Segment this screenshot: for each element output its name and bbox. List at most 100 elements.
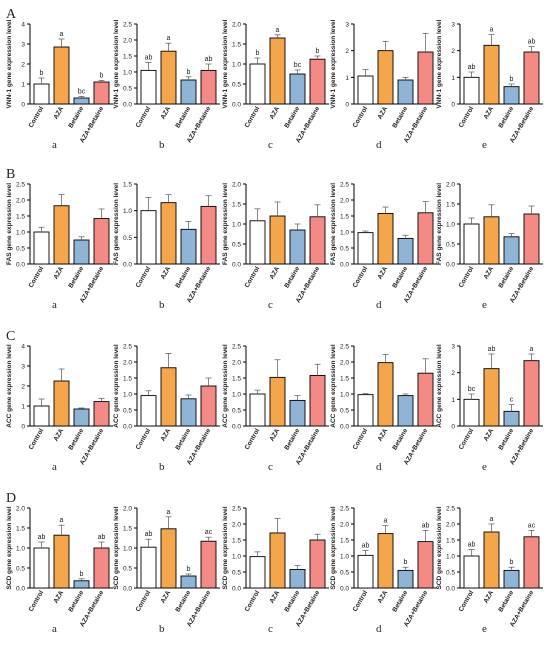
y-axis-title: VNN-1 gene expression level (6, 19, 13, 108)
bar-AZA (269, 215, 286, 265)
row-letter-C: C (6, 329, 15, 344)
y-tick-label: 0.5 (232, 570, 241, 577)
y-axis-title: ACC gene expression level (330, 344, 337, 428)
bar-AZA+Betaine (200, 540, 217, 589)
bar-AZA+Betaine (523, 360, 540, 427)
bar-AZA+Betaine (309, 58, 326, 105)
y-tick-label: 1.5 (446, 538, 455, 545)
x-category-label: Betaine (283, 427, 301, 451)
bar-AZA+Betaine (417, 372, 434, 427)
sub-label: a (52, 461, 57, 473)
y-tick-label: 1.0 (340, 554, 349, 561)
x-category-label: Betaine (67, 427, 85, 451)
x-category-label: Control (244, 589, 262, 613)
x-category-label: AZA (52, 427, 65, 442)
x-category-label: Control (28, 589, 46, 613)
significance-letter: bc (78, 88, 86, 95)
y-tick-label: 0.0 (340, 424, 349, 431)
bar-Control (463, 76, 480, 105)
bar-Control (140, 395, 157, 427)
x-category-label: Betaine (391, 589, 409, 613)
bar-Betaine (180, 575, 197, 589)
y-axis-title: FAS gene expression level (222, 183, 229, 265)
x-category-label: Control (28, 265, 46, 289)
x-category-label: Betaine (391, 265, 409, 289)
bar-Control (357, 554, 374, 589)
significance-letter: ab (205, 56, 213, 63)
x-category-label: Control (135, 427, 153, 451)
bar-AZA+Betaine (93, 218, 110, 265)
bar-Control (463, 555, 480, 589)
y-tick-label: 1.0 (232, 392, 241, 399)
bar-Betaine (180, 79, 197, 105)
y-tick-label: 0.5 (123, 408, 132, 415)
x-category-label: Control (458, 105, 476, 129)
y-axis-title: FAS gene expression level (6, 183, 13, 265)
sub-label: b (159, 461, 165, 473)
y-tick-label: 0.0 (232, 424, 241, 431)
bar-AZA (377, 50, 394, 105)
x-category-label: Betaine (497, 427, 515, 451)
y-tick-label: 2.0 (16, 506, 25, 513)
sub-label: d (376, 139, 382, 151)
y-tick-label: 0.0 (123, 586, 132, 593)
bar-Control (33, 547, 50, 589)
bar-Control (249, 63, 266, 105)
y-tick-label: 0.0 (232, 262, 241, 269)
x-category-label: AZA (268, 105, 281, 120)
x-category-label: Control (244, 105, 262, 129)
y-tick-label: 0.5 (123, 566, 132, 573)
x-category-label: Betaine (67, 589, 85, 613)
subplot-A-d: 0 1 2 3 VNN-1 gene expression level Control AZ… (330, 19, 437, 151)
y-axis-title: ACC gene expression level (113, 344, 120, 428)
x-category-label: AZA (376, 265, 389, 280)
y-tick-label: 0.5 (16, 246, 25, 253)
y-tick-label: 1.5 (232, 42, 241, 49)
x-category-label: AZA (159, 427, 172, 442)
bar-Betaine (397, 569, 414, 589)
y-tick-label: 0.0 (340, 586, 349, 593)
bar-AZA (377, 362, 394, 427)
sub-label: e (482, 299, 487, 311)
x-category-label: Control (352, 265, 370, 289)
y-tick-label: 1 (451, 397, 455, 404)
y-tick-label: 4 (21, 22, 25, 29)
bar-Betaine (397, 395, 414, 427)
bar-AZA (160, 202, 177, 265)
bar-Control (357, 75, 374, 105)
y-tick-label: 2.0 (340, 198, 349, 205)
y-tick-label: 0.0 (123, 424, 132, 431)
x-category-label: Control (135, 265, 153, 289)
bar-Betaine (289, 399, 306, 427)
y-tick-label: 0 (21, 424, 25, 431)
significance-letter: ab (145, 531, 153, 538)
bar-Control (357, 232, 374, 265)
sub-label: a (52, 299, 57, 311)
bar-AZA (53, 46, 70, 105)
y-tick-label: 2 (451, 48, 455, 55)
x-category-label: Betaine (283, 589, 301, 613)
sub-label: d (376, 623, 382, 635)
y-tick-label: 1.5 (232, 376, 241, 383)
y-tick-label: 0.5 (232, 408, 241, 415)
row-letter-D: D (6, 491, 16, 506)
significance-letter: b (187, 69, 191, 76)
bar-AZA+Betaine (93, 81, 110, 105)
x-category-label: Betaine (497, 265, 515, 289)
y-tick-label: 3 (451, 22, 455, 29)
bar-Control (140, 210, 157, 265)
y-tick-label: 0.0 (123, 262, 132, 269)
y-axis-title: SCD gene expression level (436, 506, 443, 589)
bar-Betaine (397, 237, 414, 265)
y-tick-label: 1.0 (340, 230, 349, 237)
x-category-label: AZA (268, 589, 281, 604)
bar-Betaine (503, 410, 520, 427)
y-axis-title: VNN-1 gene expression level (330, 19, 337, 108)
y-tick-label: 1 (345, 75, 349, 82)
